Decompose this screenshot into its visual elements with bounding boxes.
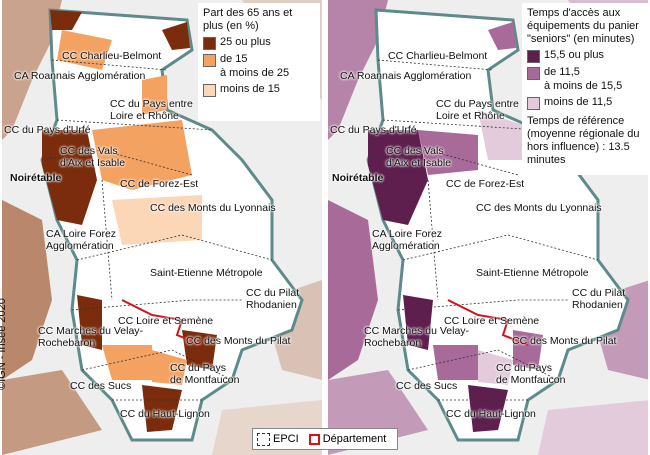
legend-right-item-0: 15,5 ou plus	[527, 49, 643, 63]
legend-left: Part des 65 ans et plus (en %) 25 ou plu…	[198, 3, 320, 121]
place-label: CC du Pilat Rhodanien	[246, 287, 300, 311]
place-label: CC des Monts du Lyonnais	[150, 202, 276, 214]
reference-note: Temps de référence (moyenne régionale du…	[527, 115, 640, 166]
place-label: CC des Vals d'Aix et Isable	[386, 145, 452, 169]
departement-key-icon	[308, 433, 320, 445]
legend-label: 15,5 ou plus	[544, 49, 604, 61]
place-label: CC du Pays entre Loire et Rhône	[110, 98, 193, 122]
legend-left-item-1: de 15	[203, 53, 315, 67]
place-label: CC des Monts du Lyonnais	[476, 202, 602, 214]
map-right-panel: Temps d'accès aux équipements du panier …	[328, 0, 648, 455]
legend-label: de 11,5	[544, 66, 580, 78]
epci-label: EPCI	[273, 433, 299, 445]
legend-label: à moins de 15,5	[544, 80, 623, 92]
place-label: CC des Monts du Pilat	[512, 335, 617, 347]
place-label: CC de Forez-Est	[120, 178, 199, 190]
legend-right-item-2: à moins de 15,5	[527, 80, 643, 93]
place-label: CC Charlieu-Belmont	[62, 50, 162, 62]
place-label: CC des Vals d'Aix et Isable	[60, 145, 126, 169]
place-label: CC du Pays d'Urfé	[4, 124, 91, 136]
legend-swatch	[527, 50, 540, 63]
legend-swatch	[203, 84, 216, 97]
map-left-panel: Part des 65 ans et plus (en %) 25 ou plu…	[2, 0, 322, 455]
place-label: CA Roannais Agglomération	[14, 70, 146, 82]
legend-right-item-1: de 11,5	[527, 66, 643, 80]
place-label: CC Loire et Semène	[118, 315, 214, 327]
legend-swatch	[203, 37, 216, 50]
place-label: CC Charlieu-Belmont	[388, 50, 488, 62]
legend-right-title: Temps d'accès aux équipements du panier …	[527, 7, 639, 45]
legend-left-item-3: moins de 15	[203, 83, 315, 97]
place-label: CC du Pays entre Loire et Rhône	[436, 98, 519, 122]
legend-left-item-2: à moins de 25	[203, 67, 315, 80]
legend-label: moins de 11,5	[544, 96, 613, 108]
legend-label: de 15	[220, 53, 248, 65]
place-label: CC du Pilat Rhodanien	[572, 287, 626, 311]
legend-label: à moins de 25	[220, 67, 290, 79]
place-label: Saint-Etienne Métropole	[476, 267, 589, 279]
place-label: CC Loire et Semène	[444, 315, 540, 327]
place-label: CC du Pays de Montfaucon	[170, 362, 240, 386]
legend-swatch	[527, 97, 540, 110]
credit-text: ©IGN - Insee 2020	[0, 298, 8, 390]
legend-left-item-0: 25 ou plus	[203, 36, 315, 50]
place-label: CC des Sucs	[396, 380, 458, 392]
place-label: CC de Forez-Est	[446, 178, 525, 190]
bottom-legend: EPCI Département	[252, 428, 398, 450]
place-label: CC du Pays de Montfaucon	[496, 362, 566, 386]
place-label: CC du Pays d'Urfé	[330, 124, 417, 136]
place-label: CA Loire Forez Agglomération	[372, 228, 443, 252]
epci-key-icon	[257, 432, 270, 446]
legend-left-title: Part des 65 ans et plus (en %)	[203, 7, 293, 32]
place-label: CA Loire Forez Agglomération	[46, 228, 117, 252]
departement-label: Département	[322, 433, 387, 445]
place-label: CA Roannais Agglomération	[340, 70, 472, 82]
place-label: CC du Haut-Lignon	[446, 408, 536, 420]
legend-right: Temps d'accès aux équipements du panier …	[522, 3, 648, 175]
legend-label: moins de 15	[220, 83, 280, 95]
place-label: CC du Haut-Lignon	[120, 408, 210, 420]
place-label: Saint-Etienne Métropole	[150, 267, 263, 279]
place-label: CC Marches du Velay-Rochebaron	[38, 325, 144, 349]
legend-swatch	[527, 67, 540, 80]
legend-right-item-3: moins de 11,5	[527, 96, 643, 110]
place-label: CC des Monts du Pilat	[186, 335, 291, 347]
place-label: Noirétable	[10, 172, 62, 184]
place-label: CC des Sucs	[70, 380, 132, 392]
legend-swatch	[203, 54, 216, 67]
place-label: CC Marches du Velay-Rochebaron	[364, 325, 470, 349]
legend-label: 25 ou plus	[220, 36, 271, 48]
place-label: Noirétable	[332, 172, 384, 184]
